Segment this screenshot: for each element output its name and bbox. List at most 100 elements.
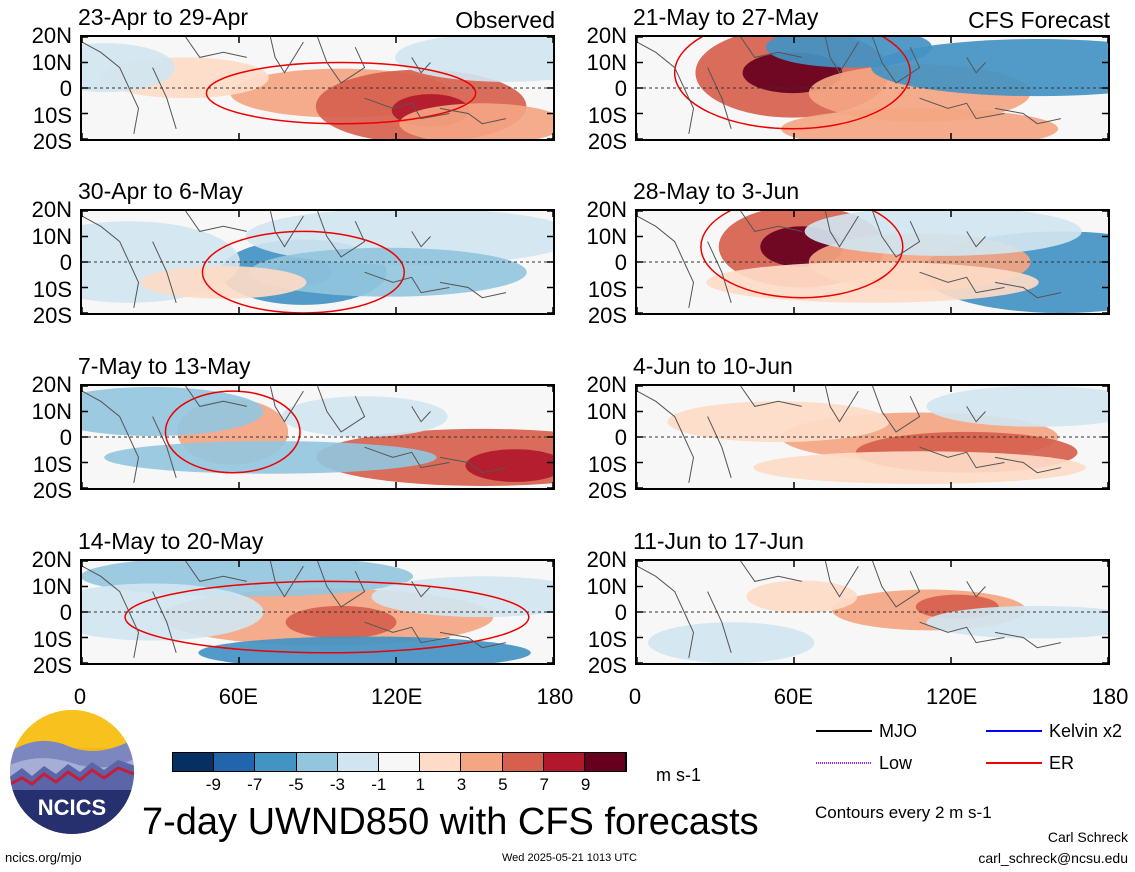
anomaly-region [753, 451, 1086, 484]
coastline [637, 215, 695, 308]
coastline [824, 37, 859, 74]
author: Carl Schreck [1047, 829, 1128, 845]
er-contour [124, 580, 530, 654]
lat-tick-label: 10S [587, 626, 627, 652]
coastline [269, 211, 304, 248]
lon-tick-label: 120E [925, 684, 978, 709]
source-url: ncics.org/mjo [5, 850, 82, 865]
panel-title: 4-Jun to 10-Jun [633, 353, 793, 379]
lat-tick-label: 10S [32, 451, 72, 477]
legend-label-low: Low [879, 753, 913, 773]
coastline [872, 211, 921, 258]
coastline [317, 386, 366, 433]
coastline [966, 231, 986, 248]
lat-tick-label: 10S [587, 102, 627, 128]
anomaly-region [249, 247, 527, 297]
panel-tag: Observed [455, 7, 555, 33]
lat-tick-label: 10S [32, 102, 72, 128]
coastline [637, 390, 695, 483]
panel-title: 14-May to 20-May [78, 528, 264, 554]
colorbar: -9 -7 -5 -3 -1 1 3 5 7 9 [172, 752, 627, 794]
coastline [82, 390, 140, 483]
coastline [185, 211, 247, 232]
lat-tick-label: 20S [32, 303, 72, 328]
coastline [966, 581, 986, 598]
contour-note: Contours every 2 m s-1 [815, 803, 992, 822]
coastline [82, 215, 140, 308]
er-contour [164, 390, 301, 474]
lat-tick-label: 0 [59, 76, 72, 101]
panel-field [82, 211, 553, 313]
coastline [994, 107, 1062, 125]
coastline [919, 97, 1005, 120]
panel-title: 23-Apr to 29-Apr [78, 4, 249, 30]
coastline [707, 591, 732, 653]
coastline [994, 281, 1062, 299]
colorbar-swatch [584, 753, 627, 771]
anomaly-region [871, 39, 1108, 97]
panel-tag: CFS Forecast [968, 7, 1110, 33]
anomaly-region [926, 605, 1108, 639]
lon-tick-label: 0 [73, 684, 87, 709]
legend-label-er: ER [1049, 753, 1075, 773]
lat-tick-label: 20S [587, 303, 627, 328]
lon-tick-label: 180 [1091, 684, 1129, 709]
coastline [185, 37, 247, 58]
coastline [269, 561, 304, 598]
colorbar-swatch [214, 753, 256, 771]
colorbar-label: -5 [288, 775, 304, 794]
lon-tick-label: 60E [218, 684, 258, 709]
coastline [82, 41, 140, 134]
anomaly-region [371, 576, 553, 618]
coastline [82, 565, 140, 658]
lon-tick-label: 60E [773, 684, 813, 709]
colorbar-label: 5 [498, 775, 508, 794]
lat-tick-label: 20N [586, 372, 627, 397]
anomaly-region [765, 37, 933, 68]
coastline [152, 591, 177, 653]
coastline [872, 386, 921, 433]
anomaly-region [926, 386, 1108, 427]
lat-tick-label: 10N [31, 573, 72, 599]
colorbar-swatch [296, 753, 338, 771]
coastline [317, 37, 366, 84]
coastline [707, 416, 732, 478]
anomaly-region [667, 401, 890, 443]
coastline [439, 107, 507, 125]
colorbar-label: -7 [247, 775, 263, 794]
lat-tick-label: 20S [587, 129, 627, 154]
lat-tick-label: 0 [614, 425, 627, 450]
panel-title: 7-May to 13-May [78, 353, 251, 379]
colorbar-swatch [502, 753, 544, 771]
panel-field [82, 386, 553, 488]
anomaly-region [140, 266, 307, 299]
lat-tick-label: 20S [32, 653, 72, 678]
anomaly-region [465, 449, 553, 482]
lat-tick-label: 0 [614, 76, 627, 101]
panel-field [82, 561, 553, 663]
coastline [872, 37, 921, 84]
panel-map [80, 35, 555, 141]
panel-map [80, 209, 555, 315]
lat-tick-label: 10S [32, 626, 72, 652]
colorbar-swatch [420, 753, 462, 771]
coastline [740, 561, 802, 582]
lat-tick-label: 10N [586, 398, 627, 424]
coastline [824, 386, 859, 423]
ncics-logo: NCICS [8, 708, 136, 836]
colorbar-swatch [337, 753, 379, 771]
coastline [439, 631, 507, 649]
lat-tick-label: 0 [59, 600, 72, 625]
anomaly-region [399, 103, 553, 139]
panel-map [635, 559, 1110, 665]
panel-map [635, 209, 1110, 315]
coastline [152, 241, 177, 303]
coastline [707, 241, 732, 303]
units-label: m s-1 [656, 765, 701, 785]
lat-tick-label: 20N [586, 547, 627, 572]
lat-tick-label: 20N [31, 547, 72, 572]
anomaly-region [804, 211, 1082, 256]
colorbar-swatch [255, 753, 297, 771]
lat-tick-label: 0 [59, 250, 72, 275]
lat-tick-label: 20N [586, 197, 627, 222]
